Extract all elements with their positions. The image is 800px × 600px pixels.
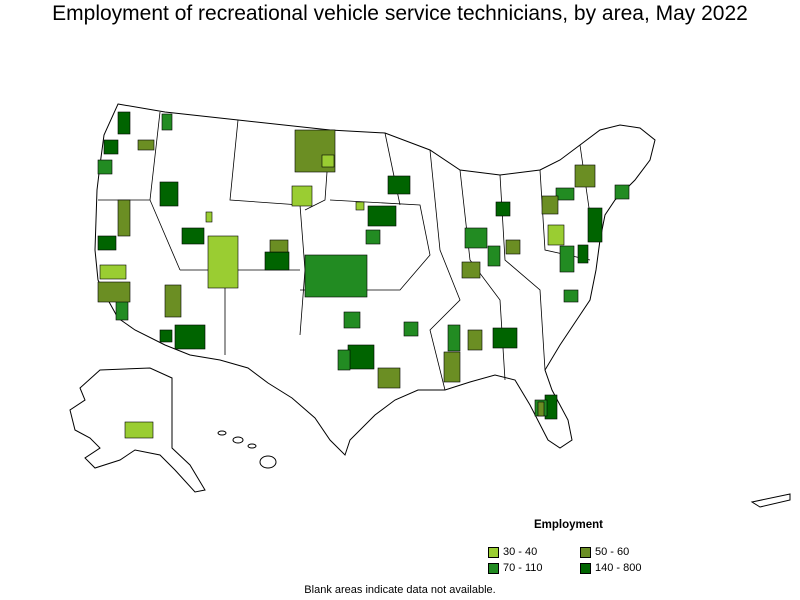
map-title: Employment of recreational vehicle servi…: [52, 2, 748, 25]
footnote: Blank areas indicate data not available.: [304, 584, 496, 596]
area-houston: [377, 367, 401, 389]
area-nd-small: [321, 154, 335, 168]
area-ohio: [487, 245, 501, 267]
shaded-areas: [97, 111, 630, 439]
area-atlanta: [492, 327, 518, 349]
area-upstate-ny: [574, 164, 596, 188]
legend-item-70-110: 70 - 110: [488, 562, 543, 576]
legend-label: 140 - 800: [595, 562, 642, 574]
legend-item-50-60: 50 - 60: [580, 546, 629, 560]
state-lines: [98, 111, 591, 391]
area-seattle: [117, 111, 131, 135]
area-kansas: [304, 254, 368, 298]
area-new-england: [614, 184, 630, 200]
area-sacramento: [97, 235, 117, 251]
legend: Employment 30 - 40 50 - 60 70 - 110 140 …: [488, 519, 668, 579]
area-new-york: [587, 207, 603, 243]
area-san-diego: [97, 281, 131, 303]
area-salem: [97, 159, 113, 175]
area-nevada-north: [117, 199, 131, 237]
area-denver: [264, 251, 290, 271]
legend-swatch: [580, 562, 591, 574]
area-maryland: [547, 224, 565, 246]
legend-item-140-800: 140 - 800: [580, 562, 641, 576]
area-anchorage: [124, 421, 154, 439]
puerto-rico-outline: [750, 493, 791, 508]
area-idaho-small: [205, 211, 213, 223]
area-iowa: [365, 229, 381, 245]
continental-us-outline: [94, 103, 656, 456]
area-buffalo: [555, 187, 575, 201]
area-boise: [159, 181, 179, 207]
area-kentucky: [461, 261, 481, 279]
area-arkansas: [403, 321, 419, 337]
area-portland: [103, 139, 119, 155]
legend-swatch: [488, 562, 499, 574]
area-oklahoma: [343, 311, 361, 329]
area-virginia: [559, 245, 575, 273]
area-tennessee: [467, 329, 483, 351]
area-alabama: [443, 351, 461, 383]
area-minnesota-south: [355, 201, 365, 211]
area-indiana: [464, 227, 488, 249]
area-duluth: [387, 175, 411, 195]
legend-swatch: [580, 546, 591, 558]
area-flagstaff: [164, 284, 182, 318]
area-spokane: [161, 113, 173, 131]
legend-item-30-40: 30 - 40: [488, 546, 537, 560]
area-oregon-east: [137, 139, 155, 151]
area-utah-south: [207, 235, 239, 289]
area-detroit: [495, 201, 511, 217]
area-mississippi: [447, 324, 461, 352]
area-pennsylvania: [541, 195, 559, 215]
legend-swatch: [488, 546, 499, 558]
area-south-dakota: [291, 185, 313, 207]
area-dallas: [347, 344, 375, 370]
legend-title: Employment: [534, 519, 604, 531]
area-philadelphia: [577, 244, 589, 264]
area-charlotte: [563, 289, 579, 303]
legend-label: 30 - 40: [503, 546, 538, 558]
area-austin: [337, 349, 351, 371]
hawaii-islands: [217, 430, 277, 469]
area-west-virginia: [505, 239, 521, 255]
area-fresno: [99, 264, 127, 280]
area-florida-west: [537, 401, 545, 417]
area-salt-lake: [181, 227, 205, 245]
area-minneapolis: [367, 205, 397, 227]
area-yuma: [159, 329, 173, 343]
legend-label: 50 - 60: [595, 546, 630, 558]
area-wyoming: [269, 239, 289, 253]
area-phoenix: [174, 324, 206, 350]
legend-label: 70 - 110: [503, 562, 543, 574]
